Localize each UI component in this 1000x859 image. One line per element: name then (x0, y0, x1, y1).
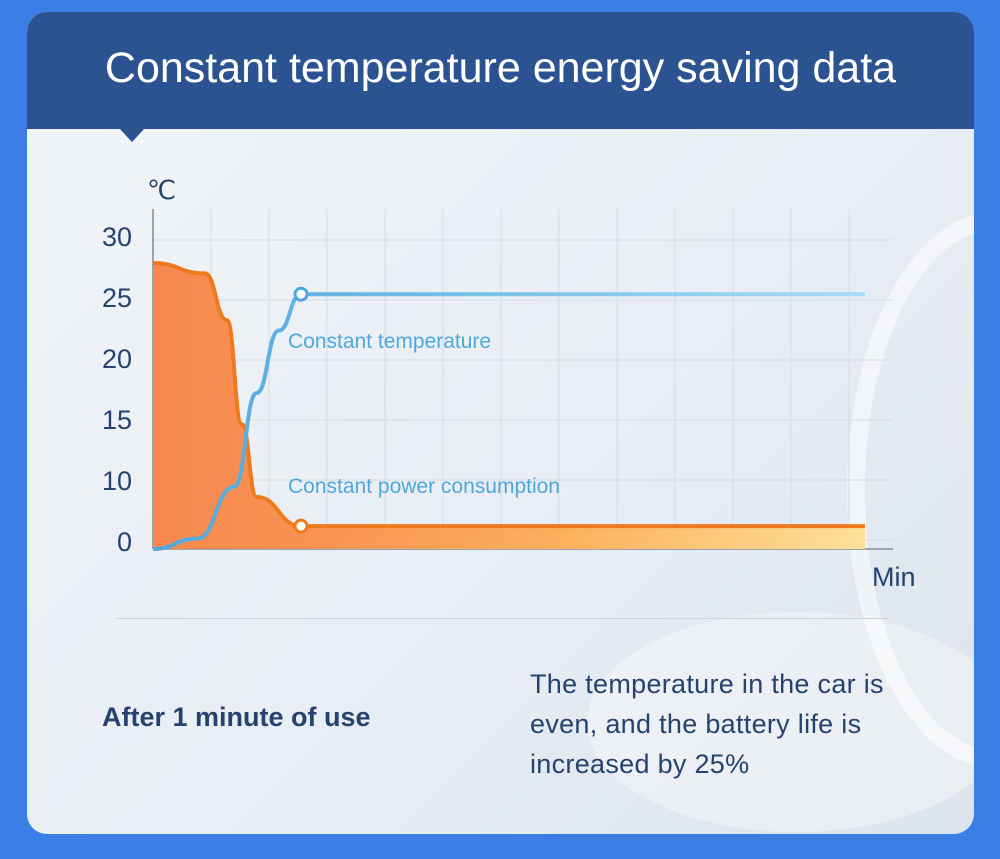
header-pointer (119, 128, 145, 142)
y-tick-label: 20 (102, 344, 132, 374)
y-tick-label: 25 (102, 283, 132, 313)
background-glow-decoration (587, 612, 974, 832)
power-consumption-area (153, 263, 865, 549)
usage-caption: After 1 minute of use (102, 702, 371, 732)
series-label-constant-temperature: Constant temperature (288, 330, 491, 353)
page-title: Constant temperature energy saving data (104, 44, 897, 92)
y-unit-label: ℃ (147, 175, 176, 205)
header-bar: Constant temperature energy saving data (27, 12, 974, 129)
y-tick-label: 15 (102, 405, 132, 435)
power-marker (293, 518, 309, 534)
series-label-constant-power: Constant power consumption (288, 475, 560, 498)
constant-temperature-line (152, 292, 865, 551)
y-tick-label: 10 (102, 466, 132, 496)
divider-line (115, 618, 889, 619)
x-unit-label: Min (872, 562, 916, 592)
chart-series: Constant temperature Constant power consu… (152, 261, 865, 551)
power-consumption-line (152, 261, 865, 529)
result-description: The temperature in the car is even, and … (530, 669, 884, 779)
y-tick-label: 30 (102, 222, 132, 252)
infographic-card: Constant temperature energy saving data … (27, 12, 974, 834)
temperature-marker (293, 286, 309, 302)
y-tick-label: 0 (117, 527, 132, 557)
y-tick-labels: 30 25 20 15 10 0 (102, 222, 132, 557)
